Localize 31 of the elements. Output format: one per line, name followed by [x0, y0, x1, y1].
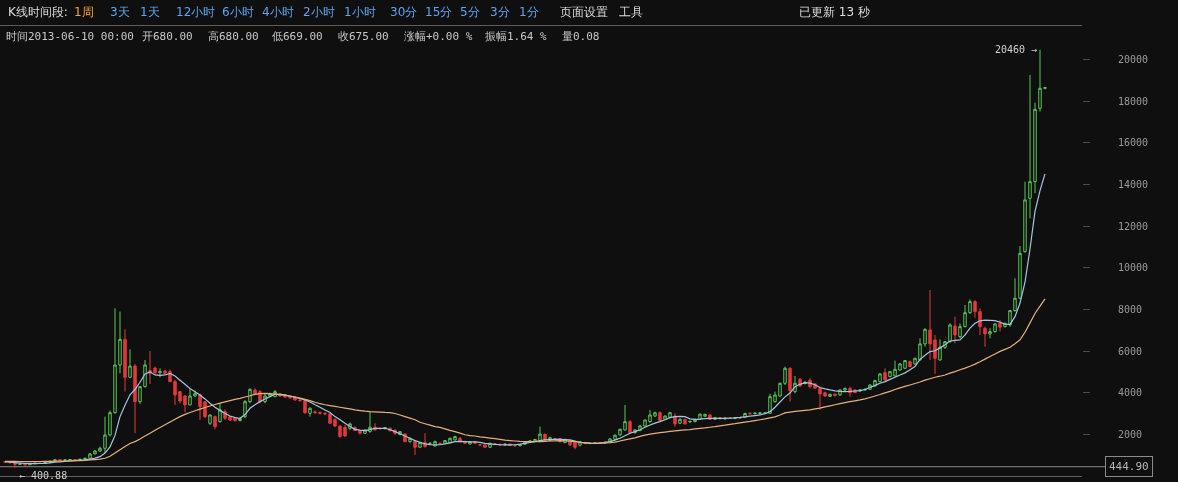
text: 6小时	[222, 5, 254, 19]
text: 5分	[460, 5, 480, 19]
y-tick-label: 4000	[1118, 387, 1143, 399]
y-tick-label: 8000	[1118, 303, 1143, 315]
text: 30分	[390, 5, 418, 19]
text: 1天	[140, 5, 160, 19]
text: 页面设置	[560, 5, 608, 19]
text: 工具	[619, 5, 643, 19]
y-tick-label: 14000	[1118, 178, 1149, 190]
y-tick-label: 16000	[1118, 137, 1149, 149]
y-tick-label: 12000	[1118, 220, 1149, 232]
text: 4小时	[262, 5, 294, 19]
text: 1小时	[344, 5, 376, 19]
text: 2小时	[303, 5, 335, 19]
y-tick-label: 10000	[1118, 262, 1149, 274]
text: 3分	[490, 5, 510, 19]
text: K线时间段:	[8, 5, 68, 19]
annotation: ← 400.88	[19, 470, 68, 481]
text: 时间2013-06-10 00:00 开680.00 高680.00 低669.00 收675.00 涨幅+0.00 % 振幅1.64 % 量0.08	[6, 30, 600, 43]
text: 1分	[519, 5, 539, 19]
y-tick-label: 6000	[1118, 345, 1143, 357]
ref-line-label: 444.90	[1109, 460, 1149, 473]
text: 12小时	[176, 5, 216, 19]
y-tick-label: 2000	[1118, 428, 1143, 440]
text: 1周	[74, 5, 94, 19]
y-tick-label: 18000	[1118, 95, 1149, 107]
text: 3天	[110, 5, 130, 19]
text: 已更新 13 秒	[799, 5, 870, 19]
text: 15分	[425, 5, 453, 19]
y-tick-label: 20000	[1118, 53, 1149, 65]
annotation: 20460 →	[995, 44, 1038, 55]
